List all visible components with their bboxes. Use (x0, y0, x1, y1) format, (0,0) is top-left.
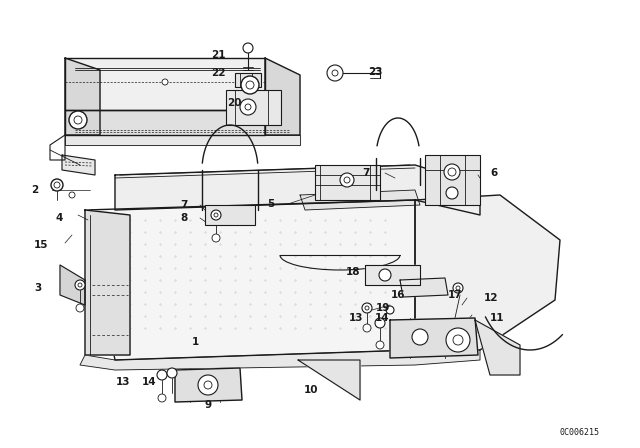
Circle shape (158, 394, 166, 402)
Polygon shape (65, 135, 300, 145)
Circle shape (51, 179, 63, 191)
Circle shape (211, 210, 221, 220)
Circle shape (212, 234, 220, 242)
Circle shape (453, 283, 463, 293)
Circle shape (246, 81, 254, 89)
Text: 16: 16 (390, 290, 405, 300)
Circle shape (376, 341, 384, 349)
Circle shape (241, 76, 259, 94)
Bar (425, 155, 480, 205)
Circle shape (54, 182, 60, 188)
Circle shape (245, 104, 251, 110)
Circle shape (204, 381, 212, 389)
Text: 1: 1 (191, 337, 198, 347)
Text: 19: 19 (376, 303, 390, 313)
Circle shape (386, 306, 394, 314)
Text: 0C006215: 0C006215 (560, 427, 600, 436)
Text: 7: 7 (180, 200, 188, 210)
Text: 14: 14 (375, 313, 390, 323)
Bar (205, 205, 255, 225)
Text: 7: 7 (363, 168, 370, 178)
Text: 13: 13 (115, 377, 130, 387)
Polygon shape (400, 278, 448, 297)
Polygon shape (300, 190, 420, 210)
Polygon shape (390, 318, 478, 358)
Polygon shape (65, 110, 265, 135)
Polygon shape (415, 195, 560, 350)
Polygon shape (175, 368, 242, 402)
Text: 13: 13 (349, 313, 363, 323)
Polygon shape (298, 360, 360, 400)
Polygon shape (85, 210, 130, 355)
Polygon shape (85, 200, 415, 360)
Circle shape (243, 43, 253, 53)
Polygon shape (365, 265, 420, 285)
Circle shape (344, 177, 350, 183)
Circle shape (78, 283, 82, 287)
Text: 22: 22 (211, 68, 226, 78)
Polygon shape (62, 155, 95, 175)
Text: 20: 20 (227, 98, 242, 108)
Bar (226, 90, 281, 125)
Polygon shape (80, 350, 480, 370)
Text: 14: 14 (142, 377, 157, 387)
Circle shape (448, 168, 456, 176)
Circle shape (332, 70, 338, 76)
Circle shape (167, 368, 177, 378)
Circle shape (379, 269, 391, 281)
Text: 15: 15 (33, 240, 48, 250)
Text: 3: 3 (35, 283, 42, 293)
Circle shape (340, 173, 354, 187)
Text: 12: 12 (484, 293, 499, 303)
Polygon shape (475, 320, 520, 375)
Circle shape (362, 303, 372, 313)
Text: 9: 9 (204, 400, 212, 410)
Text: 11: 11 (490, 313, 504, 323)
Text: 17: 17 (448, 290, 463, 300)
Text: 10: 10 (303, 385, 318, 395)
Polygon shape (265, 58, 300, 135)
Text: 6: 6 (490, 168, 497, 178)
Circle shape (363, 324, 371, 332)
Circle shape (456, 286, 460, 290)
Polygon shape (60, 265, 85, 305)
Polygon shape (65, 58, 100, 135)
Text: 8: 8 (180, 213, 188, 223)
Bar (315, 165, 380, 200)
Circle shape (446, 187, 458, 199)
Text: 2: 2 (31, 185, 38, 195)
Text: 5: 5 (267, 199, 274, 209)
Circle shape (453, 335, 463, 345)
Polygon shape (115, 165, 480, 215)
Circle shape (240, 99, 256, 115)
Circle shape (69, 111, 87, 129)
Circle shape (75, 280, 85, 290)
Polygon shape (65, 58, 265, 110)
Text: 23: 23 (368, 67, 383, 77)
Circle shape (327, 65, 343, 81)
Circle shape (412, 329, 428, 345)
Circle shape (444, 164, 460, 180)
Text: 21: 21 (211, 50, 226, 60)
Circle shape (74, 116, 82, 124)
Circle shape (375, 318, 385, 328)
Circle shape (76, 304, 84, 312)
Circle shape (162, 79, 168, 85)
Circle shape (446, 328, 470, 352)
Circle shape (214, 213, 218, 217)
Bar (235, 73, 261, 87)
Circle shape (69, 192, 75, 198)
Circle shape (365, 306, 369, 310)
Circle shape (198, 375, 218, 395)
Text: 18: 18 (346, 267, 360, 277)
Circle shape (157, 370, 167, 380)
Text: 4: 4 (56, 213, 63, 223)
